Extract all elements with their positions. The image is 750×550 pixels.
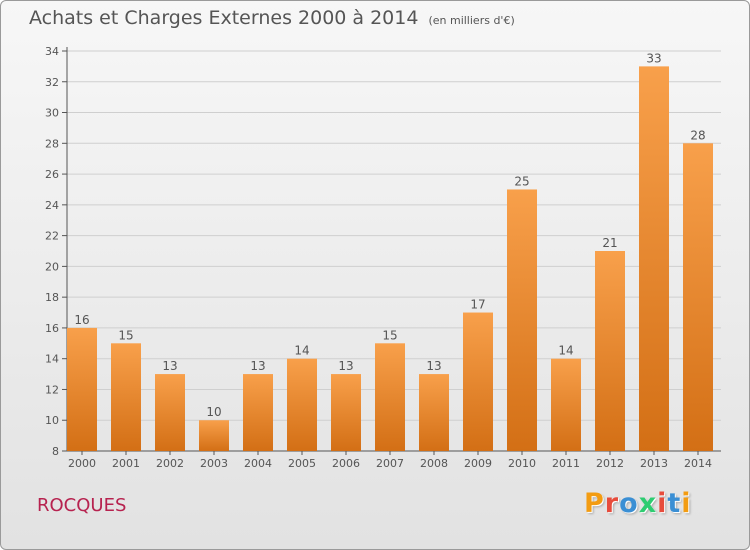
logo-letter: t bbox=[667, 488, 682, 519]
x-tick-label: 2000 bbox=[68, 457, 96, 470]
x-tick-label: 2013 bbox=[640, 457, 668, 470]
value-label: 33 bbox=[646, 51, 661, 65]
chart-title-text: Achats et Charges Externes 2000 à 2014 bbox=[29, 7, 419, 29]
y-tick-label: 12 bbox=[45, 383, 59, 396]
bar-2001 bbox=[111, 343, 141, 451]
value-label: 13 bbox=[338, 359, 353, 373]
y-tick-label: 34 bbox=[45, 45, 59, 58]
bar-2014 bbox=[683, 143, 713, 452]
logo-letter: i bbox=[657, 488, 668, 519]
x-tick-label: 2005 bbox=[288, 457, 316, 470]
x-tick-label: 2003 bbox=[200, 457, 228, 470]
logo-letter: i bbox=[681, 488, 692, 519]
y-tick-label: 22 bbox=[45, 230, 59, 243]
bar-2006 bbox=[331, 374, 361, 451]
x-tick-label: 2006 bbox=[332, 457, 360, 470]
value-label: 25 bbox=[514, 174, 529, 188]
y-tick-label: 8 bbox=[52, 445, 59, 458]
bar-2010 bbox=[507, 189, 537, 451]
y-tick-label: 24 bbox=[45, 199, 59, 212]
value-label: 14 bbox=[294, 344, 309, 358]
y-tick-label: 20 bbox=[45, 260, 59, 273]
x-tick-label: 2008 bbox=[420, 457, 448, 470]
bar-2004 bbox=[243, 374, 273, 451]
chart-unit: (en milliers d'€) bbox=[428, 14, 515, 27]
bar-2002 bbox=[155, 374, 185, 451]
x-tick-label: 2014 bbox=[684, 457, 712, 470]
x-tick-label: 2010 bbox=[508, 457, 536, 470]
bar-2013 bbox=[639, 66, 669, 451]
y-tick-label: 18 bbox=[45, 291, 59, 304]
value-label: 13 bbox=[426, 359, 441, 373]
x-tick-label: 2007 bbox=[376, 457, 404, 470]
logo-letter: o bbox=[619, 488, 639, 519]
x-tick-label: 2011 bbox=[552, 457, 580, 470]
x-tick-label: 2002 bbox=[156, 457, 184, 470]
x-tick-label: 2009 bbox=[464, 457, 492, 470]
bar-2008 bbox=[419, 374, 449, 451]
y-tick-label: 26 bbox=[45, 168, 59, 181]
bar-2011 bbox=[551, 358, 581, 451]
y-tick-label: 32 bbox=[45, 76, 59, 89]
y-tick-label: 14 bbox=[45, 353, 59, 366]
x-tick-label: 2012 bbox=[596, 457, 624, 470]
logo-letter: P bbox=[584, 488, 605, 519]
value-label: 13 bbox=[250, 359, 265, 373]
chart-title: Achats et Charges Externes 2000 à 2014 (e… bbox=[29, 7, 515, 29]
labels: 16 2000 15 2001 13 2002 10 2003 13 2004 14 2005 13 20… bbox=[68, 51, 712, 470]
x-tick-label: 2004 bbox=[244, 457, 272, 470]
bar-2003 bbox=[199, 420, 229, 451]
logo-letter: r bbox=[604, 488, 620, 519]
value-label: 21 bbox=[602, 236, 617, 250]
x-tick-label: 2001 bbox=[112, 457, 140, 470]
proxiti-logo[interactable]: Proxiti bbox=[584, 488, 692, 522]
bar-2005 bbox=[287, 358, 317, 451]
logo-letter: x bbox=[638, 488, 658, 519]
bars bbox=[67, 66, 713, 452]
value-label: 10 bbox=[206, 405, 221, 419]
bar-2000 bbox=[67, 327, 97, 451]
commune-name: ROCQUES bbox=[37, 495, 127, 516]
y-tick-label: 16 bbox=[45, 322, 59, 335]
value-label: 15 bbox=[382, 328, 397, 342]
value-label: 15 bbox=[118, 328, 133, 342]
bar-2007 bbox=[375, 343, 405, 451]
y-tick-label: 30 bbox=[45, 107, 59, 120]
value-label: 28 bbox=[690, 128, 705, 142]
bar-2009 bbox=[463, 312, 493, 451]
value-label: 14 bbox=[558, 344, 573, 358]
y-tick-label: 28 bbox=[45, 137, 59, 150]
y-tick-label: 10 bbox=[45, 414, 59, 427]
value-label: 16 bbox=[74, 313, 89, 327]
value-label: 17 bbox=[470, 298, 485, 312]
bar-2012 bbox=[595, 251, 625, 451]
value-label: 13 bbox=[162, 359, 177, 373]
